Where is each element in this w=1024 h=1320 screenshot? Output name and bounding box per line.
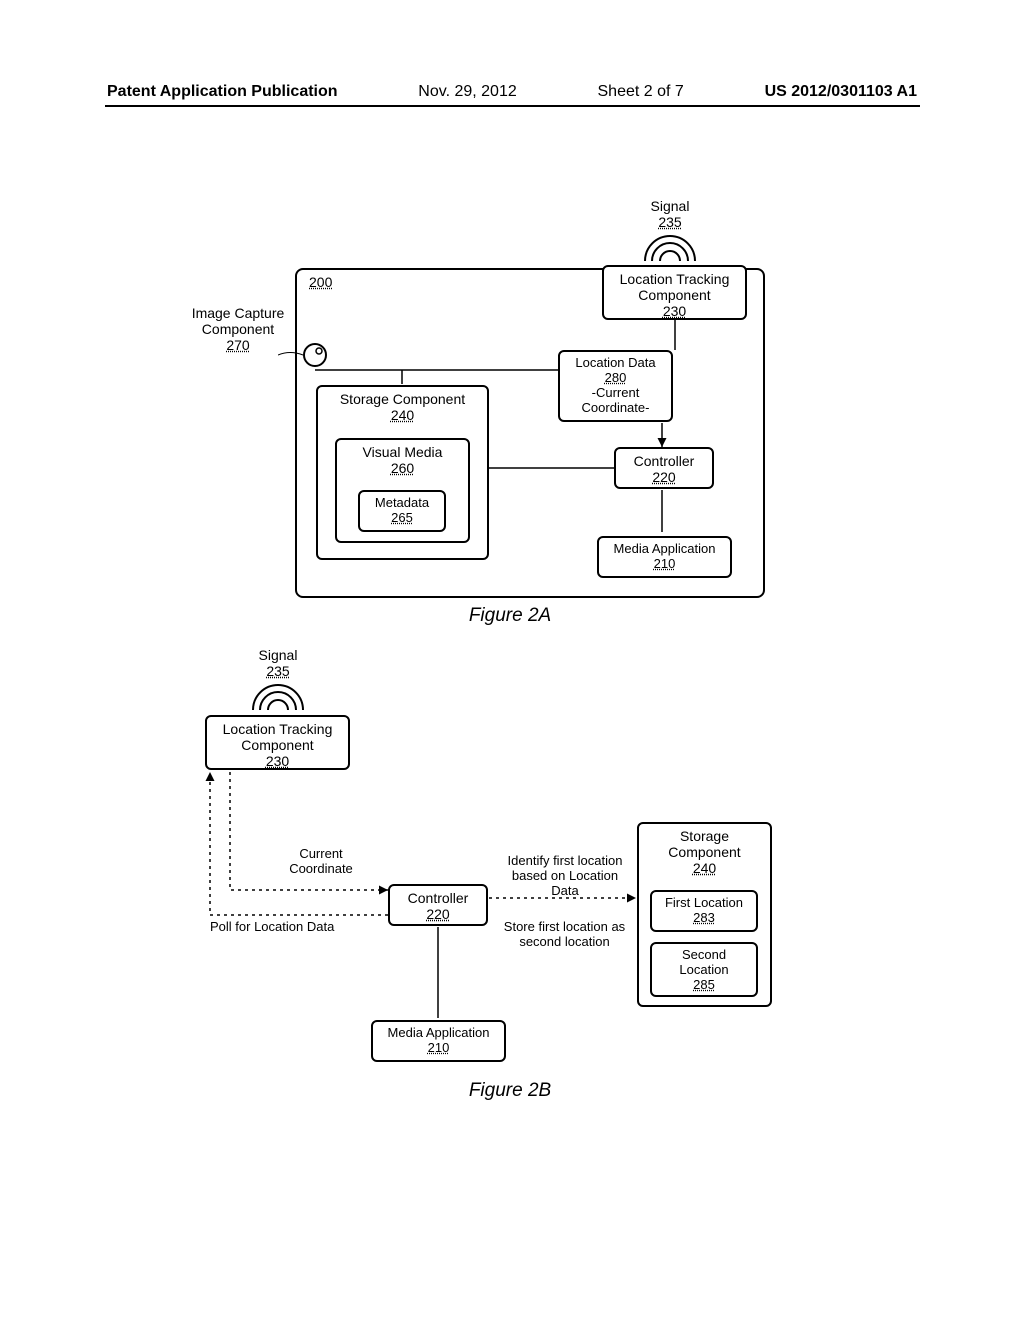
fig2a-signal-icon: [640, 233, 700, 263]
media-app-label: Media Application: [605, 542, 724, 557]
fig2a-signal-label: Signal 235: [630, 198, 710, 230]
fig2b-signal-label: Signal 235: [238, 647, 318, 679]
page-header: Patent Application Publication Nov. 29, …: [107, 83, 917, 101]
fig2b-poll-label: Poll for Location Data: [210, 920, 380, 935]
signal-ref-b: 235: [238, 663, 318, 679]
metadata-ref: 265: [366, 511, 438, 526]
fig2a-controller-box: Controller 220: [614, 447, 714, 489]
storage-label-b: Storage Component: [645, 828, 764, 860]
fig2b-first-loc-box: First Location 283: [650, 890, 758, 932]
signal-ref: 235: [630, 214, 710, 230]
first-loc-ref: 283: [658, 911, 750, 926]
controller-ref: 220: [622, 469, 706, 485]
storage-ref: 240: [324, 407, 481, 423]
fig2b-wires: [0, 600, 1024, 1200]
fig2a-device-ref: 200: [309, 274, 332, 290]
location-tracking-ref-b: 230: [213, 753, 342, 769]
fig2b-second-loc-box: Second Location 285: [650, 942, 758, 997]
header-patent-number: US 2012/0301103 A1: [765, 83, 917, 101]
storage-ref-b: 240: [645, 860, 764, 876]
media-app-ref-b: 210: [379, 1041, 498, 1056]
media-app-ref: 210: [605, 557, 724, 572]
metadata-label: Metadata: [366, 496, 438, 511]
header-sheet: Sheet 2 of 7: [598, 83, 684, 101]
fig2a-media-app-box: Media Application 210: [597, 536, 732, 578]
image-capture-text: Image Capture Component: [178, 305, 298, 337]
header-rule: [105, 105, 920, 107]
controller-label-b: Controller: [396, 890, 480, 906]
fig2a-caption: Figure 2A: [420, 605, 600, 627]
second-loc-ref: 285: [658, 978, 750, 993]
fig2b-media-app-box: Media Application 210: [371, 1020, 506, 1062]
fig2a-location-data-box: Location Data 280 -Current Coordinate-: [558, 350, 673, 422]
visual-media-label: Visual Media: [343, 444, 462, 460]
first-loc-label: First Location: [658, 896, 750, 911]
fig2b-identify-label: Identify first location based on Locatio…: [500, 854, 630, 899]
fig2b-store-label: Store first location as second location: [497, 920, 632, 950]
location-tracking-label: Location Tracking Component: [610, 271, 739, 303]
header-date: Nov. 29, 2012: [418, 83, 516, 101]
location-data-note: -Current Coordinate-: [566, 386, 665, 416]
location-data-label: Location Data: [566, 356, 665, 371]
fig2a-image-capture-label: Image Capture Component 270: [178, 305, 298, 353]
media-app-label-b: Media Application: [379, 1026, 498, 1041]
fig2b-signal-icon: [248, 682, 308, 712]
fig2a-metadata-box: Metadata 265: [358, 490, 446, 532]
fig2b-controller-box: Controller 220: [388, 884, 488, 926]
image-capture-ref: 270: [178, 337, 298, 353]
visual-media-ref: 260: [343, 460, 462, 476]
page: Patent Application Publication Nov. 29, …: [0, 0, 1024, 1320]
location-tracking-label-b: Location Tracking Component: [213, 721, 342, 753]
location-tracking-ref: 230: [610, 303, 739, 319]
fig2b-location-tracking-box: Location Tracking Component 230: [205, 715, 350, 770]
controller-ref-b: 220: [396, 906, 480, 922]
location-data-ref: 280: [566, 371, 665, 386]
header-publication: Patent Application Publication: [107, 83, 338, 101]
fig2b-current-coord-label: Current Coordinate: [266, 847, 376, 877]
fig2b-caption: Figure 2B: [420, 1080, 600, 1102]
second-loc-label: Second Location: [658, 948, 750, 978]
signal-text-b: Signal: [238, 647, 318, 663]
fig2a-location-tracking-box: Location Tracking Component 230: [602, 265, 747, 320]
signal-text: Signal: [630, 198, 710, 214]
controller-label: Controller: [622, 453, 706, 469]
storage-label: Storage Component: [324, 391, 481, 407]
